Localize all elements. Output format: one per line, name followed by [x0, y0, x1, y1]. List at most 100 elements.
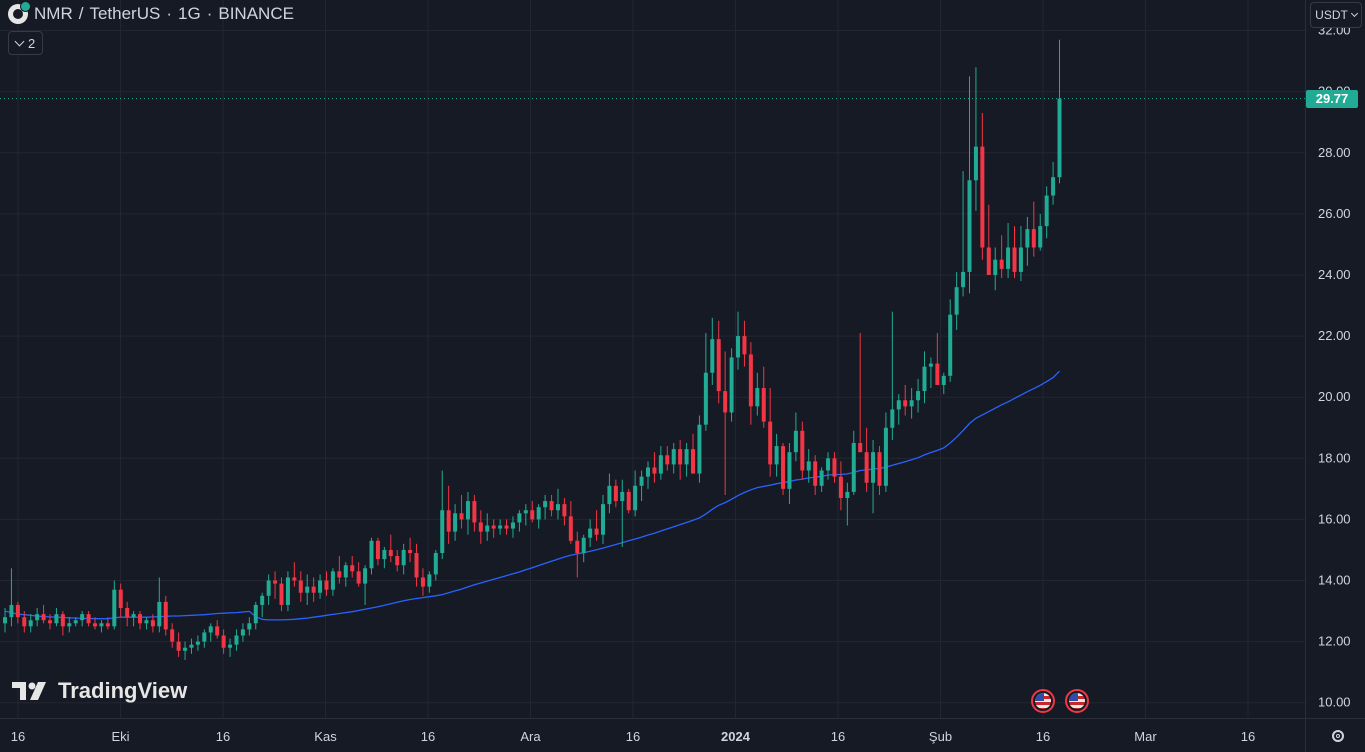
candle	[176, 632, 181, 657]
candle	[105, 617, 110, 630]
y-tick-label: 20.00	[1318, 389, 1351, 404]
candle	[48, 614, 53, 630]
candle	[1012, 226, 1017, 279]
candle	[858, 333, 863, 453]
candle	[221, 629, 226, 654]
candle	[903, 384, 908, 416]
candle	[781, 443, 786, 495]
candle	[504, 519, 509, 535]
candle	[517, 510, 522, 532]
candle	[478, 510, 483, 544]
x-tick-label: 16	[1036, 729, 1050, 744]
candle	[813, 455, 818, 495]
candle	[691, 433, 696, 474]
last-price-label: 29.77	[1306, 89, 1358, 108]
candle	[954, 271, 959, 330]
candle	[292, 562, 297, 587]
candle	[922, 351, 927, 404]
candle	[826, 452, 831, 480]
currency-select-button[interactable]: USDT	[1310, 2, 1362, 28]
candle	[1051, 161, 1056, 205]
candle	[318, 574, 323, 599]
us-economic-event-icon[interactable]	[1065, 689, 1089, 713]
y-tick-label: 24.00	[1318, 267, 1351, 282]
candle	[755, 372, 760, 416]
candle	[961, 171, 966, 297]
candle	[311, 577, 316, 602]
symbol-header[interactable]: NMR / TetherUS · 1G · BINANCE	[8, 1, 294, 24]
header-dot: ·	[206, 4, 213, 23]
candle	[163, 595, 168, 636]
candle	[491, 519, 496, 538]
candle	[864, 427, 869, 492]
candle	[523, 504, 528, 526]
x-tick-label: 16	[831, 729, 845, 744]
x-tick-label: 16	[11, 729, 25, 744]
candle	[453, 504, 458, 541]
candle	[671, 443, 676, 474]
candle	[498, 519, 503, 535]
candle	[916, 378, 921, 413]
candle	[1057, 39, 1062, 184]
candle	[375, 537, 380, 566]
candle	[935, 333, 940, 385]
candle	[170, 623, 175, 648]
candle	[408, 537, 413, 563]
y-tick-label: 10.00	[1318, 695, 1351, 710]
symbol-name: NMR	[34, 4, 73, 23]
y-tick-label: 26.00	[1318, 206, 1351, 221]
y-tick-label: 14.00	[1318, 573, 1351, 588]
candle	[890, 311, 895, 440]
chart-settings-button[interactable]	[1326, 724, 1350, 748]
symbol-separator: /	[78, 4, 84, 23]
candle	[240, 623, 245, 642]
candle	[723, 351, 728, 495]
candle	[948, 299, 953, 382]
candle	[568, 501, 573, 544]
candle	[195, 635, 200, 651]
candle	[15, 601, 20, 624]
candle	[1038, 213, 1043, 251]
x-tick-label: 16	[626, 729, 640, 744]
candle	[1025, 216, 1030, 266]
candle	[742, 320, 747, 367]
candle	[806, 449, 811, 483]
candle	[710, 317, 715, 385]
candle	[285, 571, 290, 612]
candle	[363, 565, 368, 605]
candle	[330, 568, 335, 596]
x-tick-label: 16	[216, 729, 230, 744]
candle	[485, 513, 490, 541]
candle	[851, 430, 856, 495]
candle	[594, 510, 599, 541]
candle	[588, 519, 593, 547]
indicators-toggle-button[interactable]: 2	[8, 31, 44, 55]
candle	[189, 638, 194, 654]
candle	[86, 611, 91, 627]
candle	[253, 601, 258, 630]
x-tick-label: Eki	[111, 729, 129, 744]
candle	[144, 617, 149, 630]
candle	[54, 608, 59, 627]
y-tick-label: 28.00	[1318, 145, 1351, 160]
tradingview-logo[interactable]: TradingView	[12, 678, 187, 704]
candle	[941, 372, 946, 395]
y-tick-label: 16.00	[1318, 511, 1351, 526]
candle	[986, 204, 991, 275]
candle	[22, 611, 27, 633]
x-tick-label: Kas	[314, 729, 337, 744]
candle	[298, 571, 303, 602]
us-economic-event-icon[interactable]	[1031, 689, 1055, 713]
candle	[433, 549, 438, 581]
candle	[420, 568, 425, 596]
candle	[131, 611, 136, 627]
x-tick-label: Ara	[520, 729, 541, 744]
candle	[729, 348, 734, 422]
candle	[999, 235, 1004, 279]
candle	[549, 494, 554, 517]
candle	[980, 113, 985, 260]
candle	[909, 388, 914, 419]
candle	[157, 577, 162, 633]
candle	[838, 461, 843, 511]
